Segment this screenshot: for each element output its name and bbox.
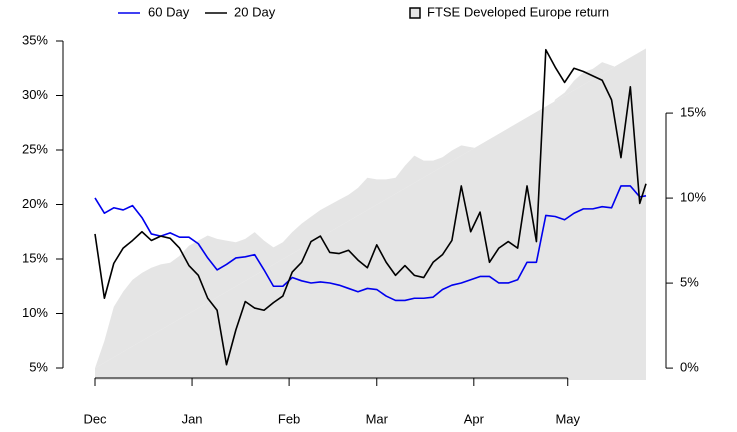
x-tick-label: May — [555, 411, 580, 426]
y-tick-label: 20% — [22, 196, 48, 211]
x-tick-label: Feb — [278, 411, 300, 426]
line — [94, 48, 647, 366]
x-tick-label: Jan — [182, 411, 203, 426]
legend-label: 60 Day — [148, 4, 190, 19]
legend-label: FTSE Developed Europe return — [427, 4, 609, 19]
y2-tick-label: 15% — [680, 105, 706, 120]
y-tick-label: 15% — [22, 250, 48, 265]
y-tick-label: 30% — [22, 87, 48, 102]
y2-tick-label: 10% — [680, 190, 706, 205]
legend-label: 20 Day — [234, 4, 276, 19]
x-tick-label: Mar — [366, 411, 389, 426]
y-tick-label: 25% — [22, 141, 48, 156]
y2-tick-label: 0% — [680, 360, 699, 375]
x-tick-label: Apr — [464, 411, 485, 426]
y-tick-label: 5% — [29, 359, 48, 374]
area-base — [95, 48, 646, 381]
legend-swatch — [409, 7, 421, 19]
y2-tick-label: 5% — [680, 275, 699, 290]
legend: FTSE Developed Europe return 60 Day 20 Day — [118, 4, 609, 19]
line — [94, 185, 647, 302]
x-tick-label: Dec — [83, 411, 107, 426]
y-tick-label: 10% — [22, 305, 48, 320]
area — [95, 48, 646, 369]
y-tick-label: 35% — [22, 32, 48, 47]
